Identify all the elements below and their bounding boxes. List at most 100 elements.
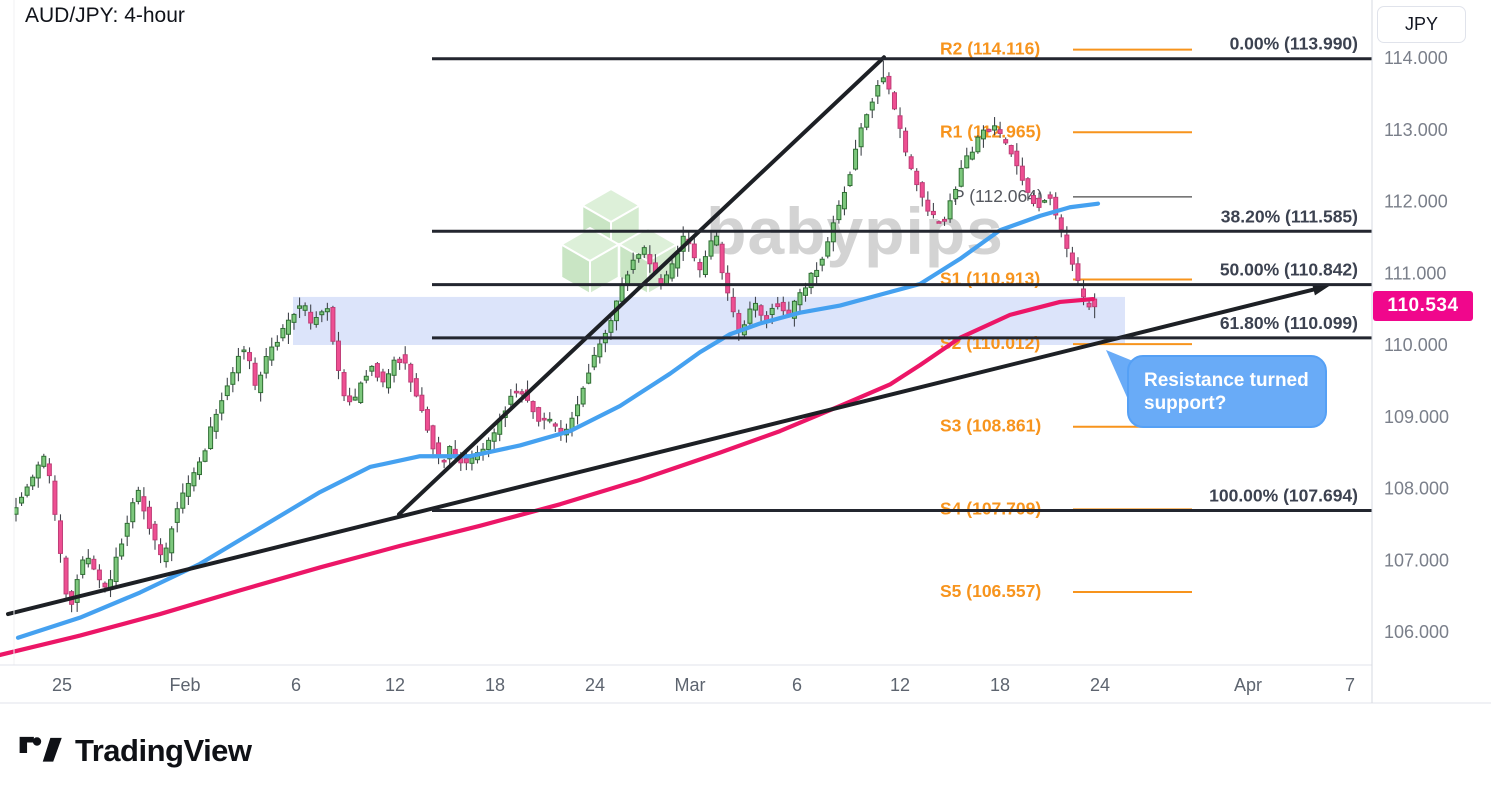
- candle-up: [591, 354, 597, 368]
- candle-down: [52, 480, 58, 515]
- time-axis[interactable]: 25 Feb 6 12 18 24 Mar 6 12 18 24 Apr 7: [52, 675, 1355, 695]
- axes-group: [0, 0, 1491, 704]
- price-axis-label: 109.000: [1384, 407, 1449, 427]
- time-axis-label: 18: [485, 675, 505, 695]
- candle-up: [230, 372, 236, 385]
- candle-up: [853, 148, 859, 170]
- candle-up: [992, 125, 998, 131]
- callout-bubble[interactable]: [1127, 355, 1327, 428]
- candle-up: [191, 472, 197, 487]
- price-axis[interactable]: 114.000 113.000 112.000 111.000 110.000 109.0…: [1384, 48, 1449, 642]
- candle-up: [708, 240, 714, 257]
- candle-down: [247, 352, 253, 362]
- time-axis-label: 12: [890, 675, 910, 695]
- time-axis-label: 25: [52, 675, 72, 695]
- price-axis-label: 114.000: [1384, 48, 1448, 68]
- candle-up: [13, 507, 19, 515]
- price-axis-label: 113.000: [1384, 120, 1448, 140]
- candle-up: [625, 274, 631, 285]
- candle-up: [319, 311, 325, 316]
- candle-up: [586, 372, 592, 384]
- candle-down: [919, 182, 925, 198]
- candle-down: [1069, 252, 1075, 265]
- candle-down: [891, 92, 897, 110]
- candle-down: [347, 395, 353, 403]
- candle-down: [141, 496, 147, 512]
- candle-down: [697, 262, 703, 271]
- candle-down: [424, 409, 430, 431]
- price-axis-label: 111.000: [1384, 263, 1446, 283]
- time-axis-label: 7: [1345, 675, 1355, 695]
- candle-down: [96, 569, 102, 581]
- candle-down: [513, 390, 519, 394]
- candle-up: [702, 256, 708, 275]
- candle-down: [1075, 263, 1081, 281]
- candle-down: [341, 372, 347, 397]
- pivot-level-label-p: P (112.064): [953, 186, 1043, 206]
- candle-up: [119, 543, 125, 557]
- trendline-arrowhead[interactable]: [1312, 283, 1330, 296]
- candle-down: [1053, 196, 1059, 216]
- pivot-level-label-s4: S4 (107.709): [940, 498, 1041, 518]
- candle-down: [1025, 178, 1031, 193]
- candle-down: [886, 75, 892, 90]
- time-axis-label: 12: [385, 675, 405, 695]
- candle-up: [825, 241, 831, 257]
- candle-down: [330, 306, 336, 342]
- price-axis-label: 106.000: [1384, 622, 1449, 642]
- candle-up: [752, 302, 758, 311]
- candle-up: [641, 247, 647, 255]
- pivot-levels-group[interactable]: R2 (114.116)R1 (112.965)P (112.064)S1 (1…: [940, 39, 1192, 601]
- last-price-value: 110.534: [1387, 295, 1459, 316]
- time-axis-label: 18: [990, 675, 1010, 695]
- time-axis-label: 6: [291, 675, 301, 695]
- pivot-level-label-s5: S5 (106.557): [940, 581, 1041, 601]
- candle-down: [986, 128, 992, 132]
- candle-up: [836, 204, 842, 221]
- candle-up: [224, 385, 230, 397]
- candle-down: [463, 458, 469, 464]
- candle-down: [1047, 194, 1053, 199]
- candle-down: [402, 354, 408, 364]
- candle-down: [541, 417, 547, 421]
- candle-up: [1042, 200, 1048, 203]
- candle-down: [942, 218, 948, 222]
- candle-down: [102, 582, 108, 588]
- symbol-currency-button[interactable]: JPY: [1377, 6, 1466, 43]
- candle-up: [597, 343, 603, 358]
- ascending-trendline-long[interactable]: [6, 287, 1316, 617]
- candle-down: [430, 425, 436, 450]
- candle-down: [1086, 302, 1092, 308]
- candle-up: [575, 404, 581, 417]
- candle-up: [35, 464, 41, 479]
- price-axis-label: 112.000: [1384, 192, 1448, 212]
- tradingview-logo[interactable]: TradingView: [19, 733, 252, 769]
- candle-up: [302, 305, 308, 311]
- candle-up: [969, 151, 975, 160]
- candle-down: [308, 311, 314, 324]
- candle-down: [519, 391, 525, 395]
- candle-up: [814, 269, 820, 277]
- candle-up: [213, 413, 219, 432]
- fib-label-100.00: 100.00% (107.694): [1209, 485, 1358, 505]
- candle-up: [80, 559, 86, 575]
- time-axis-label: 24: [585, 675, 605, 695]
- candle-down: [158, 544, 164, 556]
- candle-down: [997, 129, 1003, 134]
- candle-up: [85, 557, 91, 565]
- candle-up: [74, 579, 80, 603]
- candle-up: [547, 418, 553, 422]
- fib-retracement-group[interactable]: 0.00% (113.990) 38.20% (111.585) 50.00% (1…: [432, 34, 1372, 512]
- candle-down: [719, 243, 725, 274]
- candle-up: [447, 446, 453, 460]
- candle-down: [1064, 234, 1070, 249]
- candle-up: [664, 274, 670, 285]
- time-axis-label: 6: [792, 675, 802, 695]
- candle-down: [780, 301, 786, 312]
- candlestick-series: [13, 60, 1098, 613]
- candle-down: [775, 303, 781, 308]
- candle-down: [691, 243, 697, 259]
- candle-up: [185, 482, 191, 497]
